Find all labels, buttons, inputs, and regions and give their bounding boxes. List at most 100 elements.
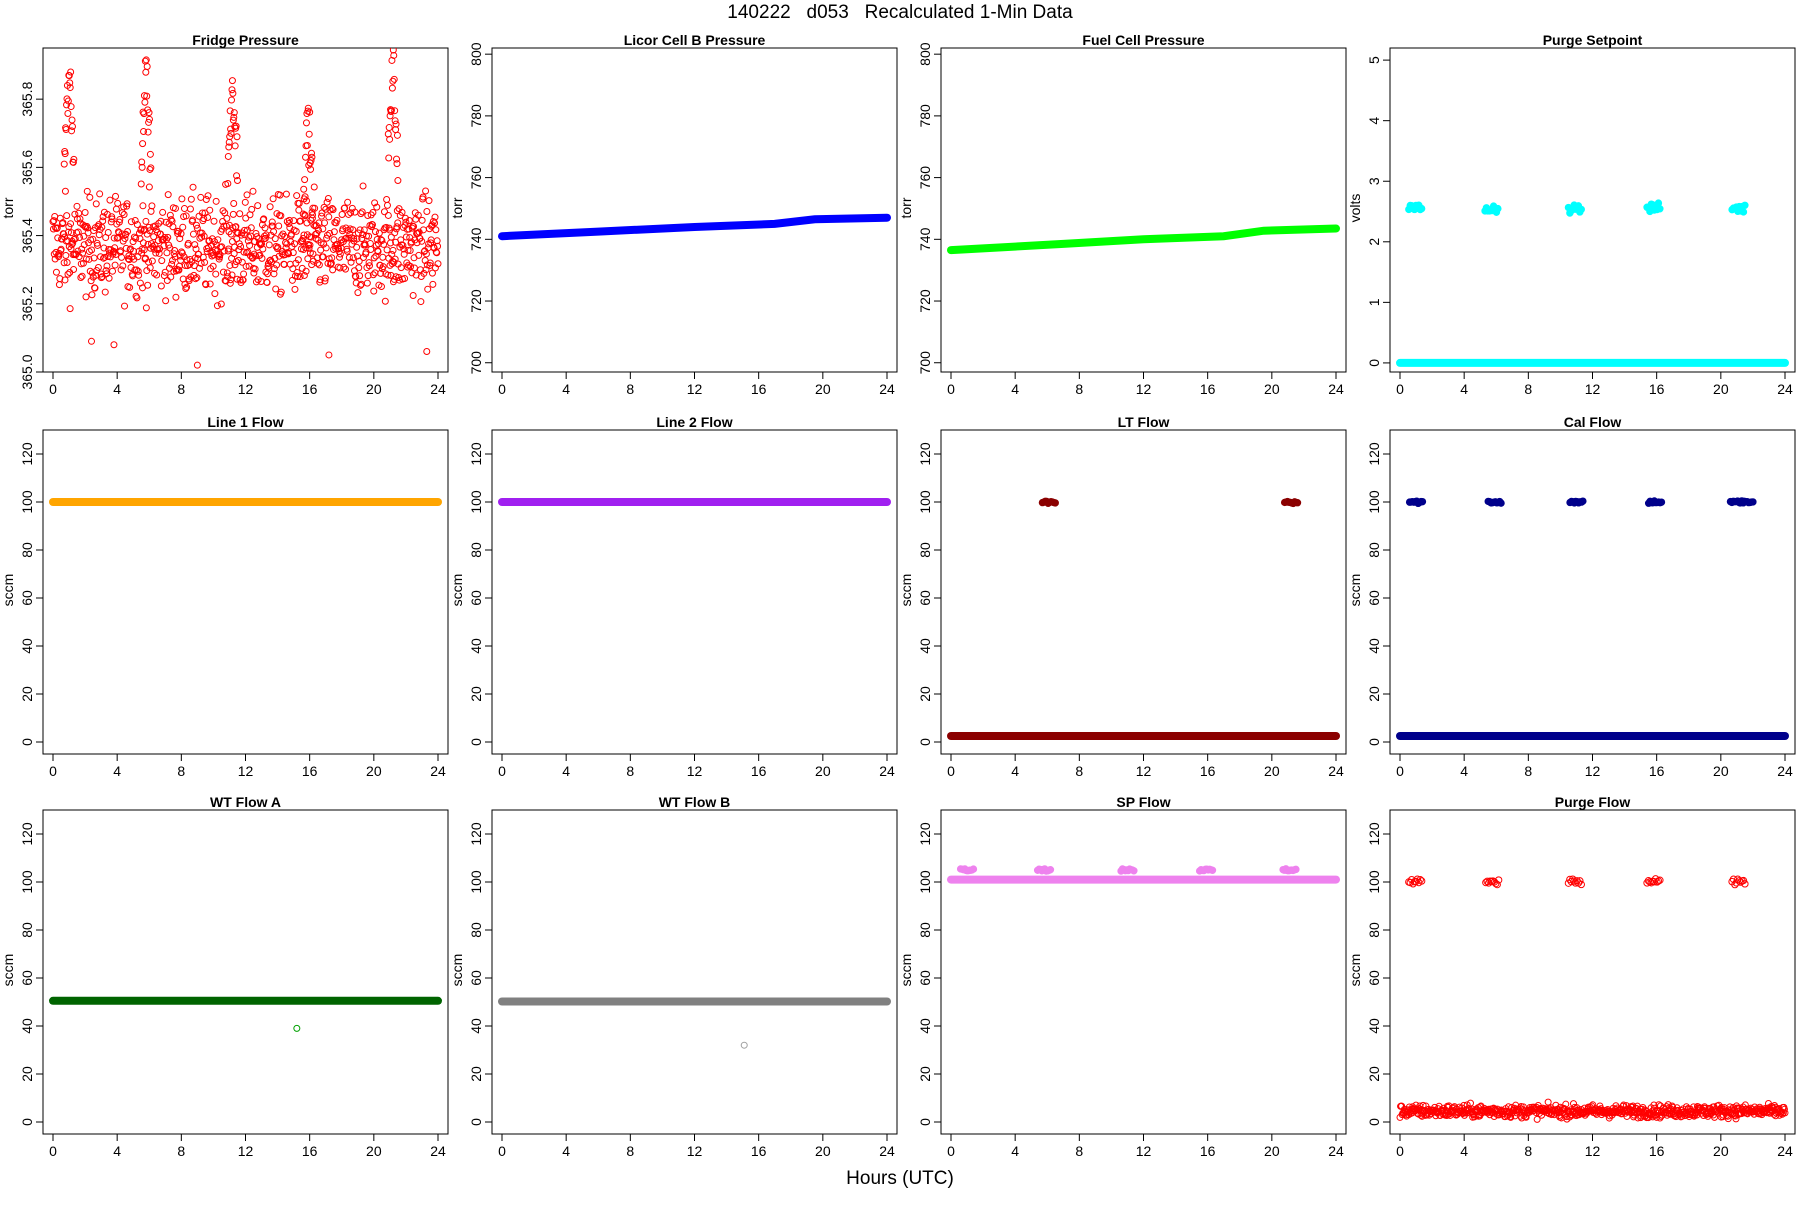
data-point (1573, 877, 1581, 885)
chart-panel-4: Line 1 Flow sccm 0 4 8 12 16 20 24 0 20 40 60 80 100 12… (0, 414, 449, 779)
data-point (104, 229, 112, 237)
data-point (103, 262, 111, 270)
data-point (400, 250, 408, 258)
data-point (316, 278, 324, 286)
data-marks (1396, 199, 1789, 367)
data-point (387, 106, 395, 114)
data-point (377, 283, 385, 291)
y-axis-label: sccm (898, 954, 914, 987)
x-tick-label: 16 (1649, 381, 1665, 397)
chart-panel-9: WT Flow B sccm 0 4 8 12 16 20 24 0 20 40 60 80 100 120 (449, 794, 898, 1159)
data-point (327, 259, 335, 267)
x-tick-label: 8 (1524, 1143, 1532, 1159)
data-point (297, 217, 305, 225)
data-point (272, 285, 280, 293)
data-point (191, 241, 199, 249)
data-point (344, 198, 352, 206)
data-point (429, 217, 437, 225)
data-point (273, 261, 281, 269)
plot-frame (1389, 429, 1796, 755)
x-tick-label: 8 (1524, 381, 1532, 397)
x-tick-label: 16 (1200, 381, 1216, 397)
data-cluster (1564, 201, 1585, 217)
y-tick-label: 0 (1366, 1118, 1382, 1126)
data-point (159, 235, 167, 243)
data-point (227, 129, 235, 137)
data-point (433, 237, 441, 245)
data-point (76, 234, 84, 242)
y-tick-label: 120 (917, 442, 933, 466)
data-point (144, 128, 152, 136)
data-point (381, 297, 389, 305)
data-point (1566, 875, 1574, 884)
data-point (401, 222, 409, 230)
data-point (127, 218, 135, 226)
data-point (88, 291, 96, 299)
data-point (228, 237, 236, 245)
data-point (224, 152, 232, 160)
y-tick-label: 60 (19, 590, 35, 606)
data-point (276, 191, 284, 199)
y-tick-label: 2 (1366, 238, 1382, 246)
data-point (115, 218, 123, 226)
data-point (343, 247, 351, 255)
x-tick-label: 0 (498, 763, 506, 779)
y-tick-label: 3 (1366, 177, 1382, 185)
data-point (224, 180, 232, 188)
x-tick-label: 20 (1264, 381, 1280, 397)
data-cluster (1033, 865, 1055, 875)
data-point (277, 288, 285, 296)
data-point (229, 116, 237, 124)
y-tick-label: 20 (917, 1066, 933, 1082)
data-point (202, 196, 210, 204)
data-point (189, 230, 197, 238)
data-point (143, 63, 151, 71)
data-point (145, 183, 153, 191)
data-point (200, 232, 208, 240)
data-point (246, 252, 254, 260)
data-point (89, 235, 97, 243)
data-point (105, 274, 113, 282)
data-point (323, 198, 331, 206)
data-point (318, 212, 326, 220)
data-point (308, 214, 316, 222)
data-point (263, 279, 271, 287)
data-point (133, 294, 141, 302)
x-tick-label: 16 (751, 763, 767, 779)
x-tick-label: 24 (430, 1143, 446, 1159)
data-point (53, 224, 61, 232)
data-point (309, 250, 317, 258)
data-point (146, 264, 154, 272)
data-point (62, 252, 70, 260)
data-point (423, 207, 431, 215)
data-point (228, 96, 236, 104)
data-point (101, 288, 109, 296)
data-point (270, 270, 278, 278)
y-tick-label: 100 (1366, 870, 1382, 894)
data-point (209, 262, 217, 270)
data-point (424, 285, 432, 293)
data-point (145, 115, 153, 123)
y-tick-label: 720 (468, 289, 484, 313)
x-tick-label: 24 (879, 763, 895, 779)
data-point (94, 263, 102, 271)
data-point (1577, 880, 1585, 889)
data-point (131, 216, 139, 224)
x-tick-label: 24 (1777, 1143, 1793, 1159)
data-point (258, 254, 266, 262)
data-point (373, 203, 381, 211)
data-point (199, 253, 207, 261)
data-point (398, 208, 406, 216)
data-point (419, 193, 427, 201)
data-point (61, 276, 69, 284)
data-point (308, 153, 316, 161)
x-tick-label: 0 (49, 381, 57, 397)
data-point (145, 109, 153, 117)
data-point (342, 234, 350, 242)
data-point (349, 226, 357, 234)
y-axis-label: sccm (1347, 574, 1363, 607)
x-tick-label: 4 (562, 763, 570, 779)
data-point (369, 271, 377, 279)
data-point (1579, 497, 1587, 505)
